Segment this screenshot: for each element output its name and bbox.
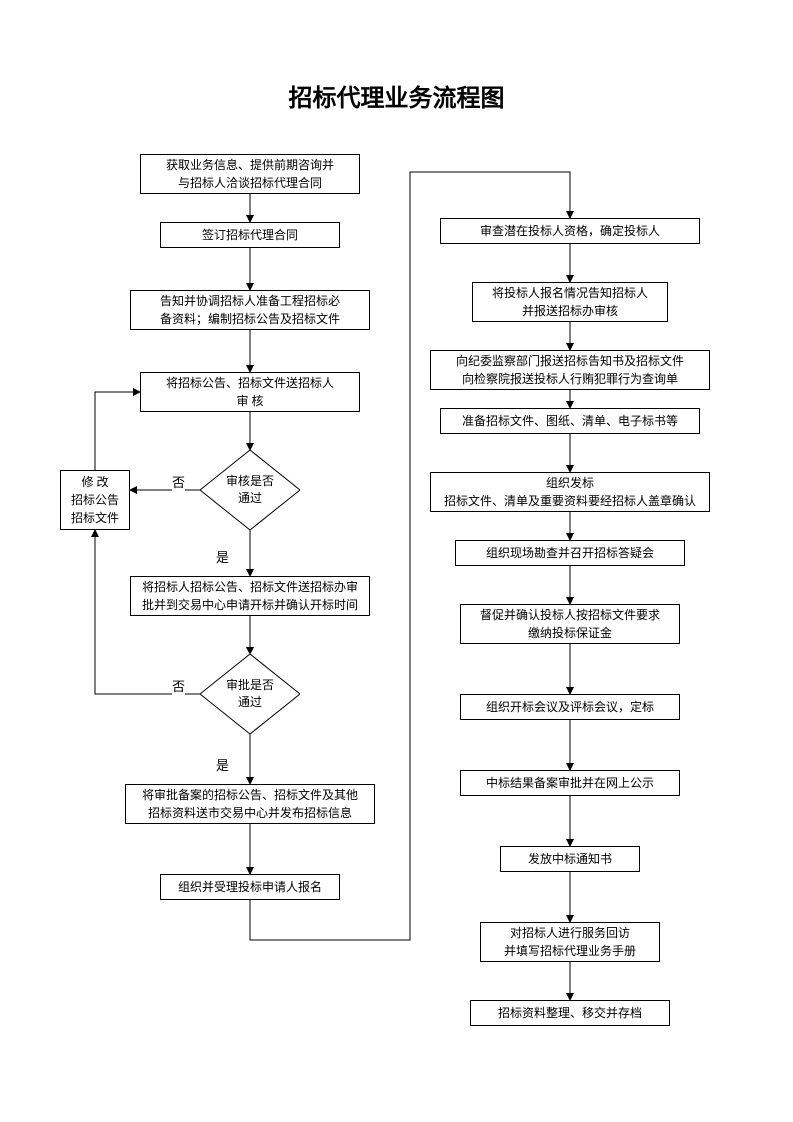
flow-node-r6: 组织现场勘查并召开招标答疑会 [455,540,685,566]
flow-node-m1: 修 改招标公告招标文件 [60,470,130,530]
edge-label: 是 [216,547,229,566]
flow-node-r4: 准备招标文件、图纸、清单、电子标书等 [440,408,700,434]
flow-node-r5: 组织发标招标文件、清单及重要资料要经招标人盖章确认 [430,472,710,512]
flow-node-r11: 对招标人进行服务回访并填写招标代理业务手册 [480,922,660,962]
flow-node-r3: 向纪委监察部门报送招标告知书及招标文件向检察院报送投标人行贿犯罪行为查询单 [430,350,710,390]
flow-node-n6: 将审批备案的招标公告、招标文件及其他招标资料送市交易中心并发布招标信息 [125,784,375,824]
flow-node-r12: 招标资料整理、移交并存档 [470,1000,670,1026]
page-title: 招标代理业务流程图 [0,78,793,113]
flow-node-r2: 将投标人报名情况告知招标人并报送招标办审核 [472,282,668,322]
flow-decision-d1: 审核是否通过 [200,450,300,530]
edge-label: 否 [172,472,185,491]
flow-node-r8: 组织开标会议及评标会议，定标 [460,694,680,720]
flow-node-n2: 签订招标代理合同 [160,222,340,248]
flow-node-n1: 获取业务信息、提供前期咨询并与招标人洽谈招标代理合同 [140,154,360,194]
flow-decision-d2: 审批是否通过 [200,654,300,734]
edge-label: 否 [172,676,185,695]
flow-node-r1: 审查潜在投标人资格，确定投标人 [440,218,700,244]
flow-node-r10: 发放中标通知书 [500,846,640,872]
flow-node-n7: 组织并受理投标申请人报名 [160,874,340,900]
flow-node-r9: 中标结果备案审批并在网上公示 [460,770,680,796]
flow-node-n4: 将招标公告、招标文件送招标人审 核 [140,372,360,412]
flow-node-n3: 告知并协调招标人准备工程招标必备资料；编制招标公告及招标文件 [130,290,370,330]
flow-node-n5: 将招标人招标公告、招标文件送招标办审批并到交易中心申请开标并确认开标时间 [130,576,370,616]
flow-node-r7: 督促并确认投标人按招标文件要求缴纳投标保证金 [460,604,680,644]
edge-label: 是 [216,755,229,774]
